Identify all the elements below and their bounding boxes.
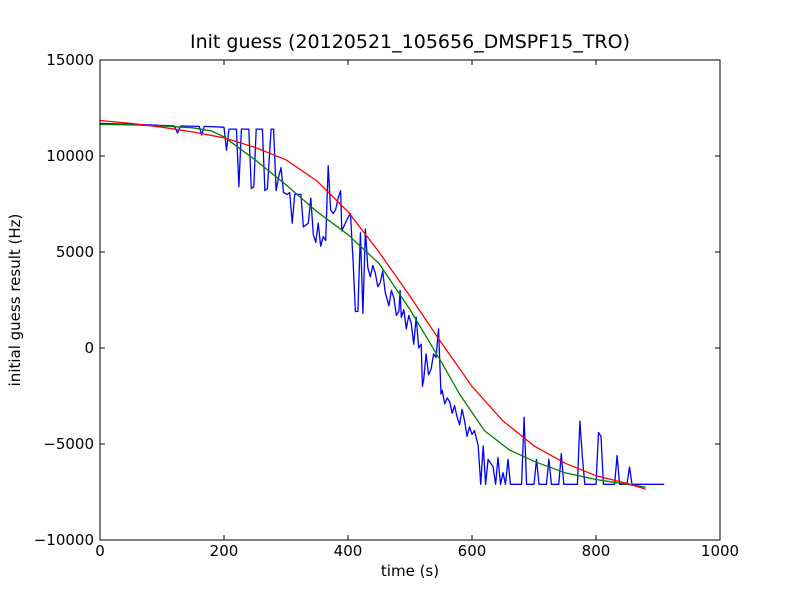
x-tick-label: 600: [458, 542, 487, 560]
y-tick-label: 0: [84, 339, 94, 357]
series-layer: [99, 119, 665, 490]
plot-area-frame: [99, 59, 721, 541]
x-tick-label: 1000: [701, 542, 739, 560]
series-line-1: [99, 122, 665, 485]
x-tick-label: 800: [582, 542, 611, 560]
y-tick-label: 15000: [46, 51, 94, 69]
y-tick-label: 10000: [46, 147, 94, 165]
x-axis-ticks: 0 200 400 600 800 1000: [95, 60, 739, 560]
y-tick-label: −5000: [43, 435, 94, 453]
y-axis-ticks: −10000 −5000 0 5000 10000 15000: [34, 51, 720, 549]
y-tick-label: 5000: [56, 243, 94, 261]
x-axis-label: time (s): [381, 562, 439, 580]
x-tick-label: 200: [210, 542, 239, 560]
chart-title: Init guess (20120521_105656_DMSPF15_TRO): [190, 31, 630, 53]
series-line-2: [99, 123, 646, 488]
y-axis-label: initial guess result (Hz): [6, 214, 24, 387]
x-tick-label: 400: [334, 542, 363, 560]
y-tick-label: −10000: [34, 531, 94, 549]
x-tick-label: 0: [95, 542, 105, 560]
series-line-3: [99, 119, 646, 490]
